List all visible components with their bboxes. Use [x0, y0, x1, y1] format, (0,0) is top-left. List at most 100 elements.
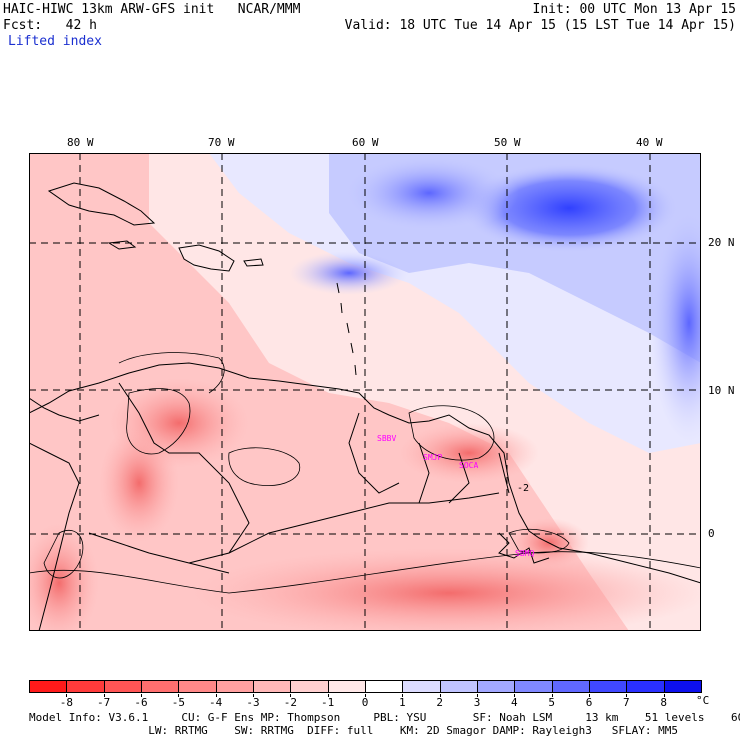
colorbar-swatch	[29, 680, 68, 693]
venezuela-guyana-border	[348, 412, 400, 494]
colorbar-swatch	[477, 680, 516, 693]
hispaniola-coast	[178, 244, 235, 272]
colorbar-tick-label: 5	[548, 696, 555, 709]
colorbar-swatch	[365, 680, 404, 693]
south-america-north-coast	[29, 362, 701, 584]
lifted-index-map: -2 SBBV SMJP SOCA SBMQ	[29, 153, 701, 631]
colorbar-tick	[626, 694, 628, 697]
contour-line	[118, 352, 225, 394]
lat-label-0: 0	[708, 527, 715, 540]
init-time: Init: 00 UTC Mon 13 Apr 15	[532, 2, 737, 17]
colorbar-tick	[551, 694, 553, 697]
colorbar-tick	[215, 694, 217, 697]
colorbar-swatch	[178, 680, 217, 693]
colorbar-tick	[663, 694, 665, 697]
central-america-coast	[29, 397, 100, 631]
colorbar-swatch	[327, 680, 366, 693]
model-title: HAIC-HIWC 13km ARW-GFS init NCAR/MMM	[3, 2, 301, 17]
colorbar-swatch	[141, 680, 180, 693]
colorbar-swatch	[663, 680, 702, 693]
colorbar-tick-label: -7	[97, 696, 111, 709]
colorbar-tick	[514, 694, 516, 697]
peru-ecuador-border	[88, 532, 230, 574]
colorbar-tick	[178, 694, 180, 697]
unstable-guianas	[399, 423, 539, 483]
colorbar-tick-label: -5	[171, 696, 185, 709]
lat-label-10n: 10 N	[708, 384, 735, 397]
unstable-amazon	[189, 548, 701, 631]
colorbar-swatch	[215, 680, 254, 693]
lesser-antilles	[336, 282, 357, 376]
stable-patch-north	[339, 153, 519, 233]
colorbar-tick-label: 0	[361, 696, 369, 709]
colorbar-swatch	[626, 680, 665, 693]
colorbar-tick-label: 3	[473, 696, 481, 709]
stable-patch-east	[649, 203, 701, 443]
lon-label-70w: 70 W	[208, 136, 235, 149]
colorbar-tick-label: -8	[59, 696, 73, 709]
contour-line	[508, 528, 570, 554]
contour-line	[29, 551, 701, 594]
colorbar-tick-label: 2	[436, 696, 443, 709]
stable-patch-atlantic	[289, 251, 409, 295]
station-smjp: SMJP	[423, 453, 442, 462]
colorbar-tick	[253, 694, 254, 697]
venezuela-colombia-border	[118, 382, 250, 564]
colorbar-tick-label: 8	[660, 696, 667, 709]
colorbar-tick-label: 6	[585, 696, 593, 709]
colorbar-tick	[290, 694, 292, 697]
colorbar-tick-label: -2	[283, 696, 297, 709]
contour-label: -2	[517, 483, 529, 494]
colorbar-tick-label: 4	[511, 696, 518, 709]
contour-line	[126, 388, 191, 455]
model-info: Model Info: V3.6.1 CU: G-F Ens MP: Thomp…	[29, 711, 740, 724]
colorbar-tick	[141, 694, 142, 697]
colorbar-tick-label: -6	[134, 696, 148, 709]
colorbar-tick	[439, 694, 441, 697]
lon-label-40w: 40 W	[636, 136, 663, 149]
brazil-interior-border	[228, 492, 500, 554]
valid-time: Valid: 18 UTC Tue 14 Apr 15 (15 LST Tue …	[344, 18, 736, 33]
lon-label-60w: 60 W	[352, 136, 379, 149]
colorbar-swatch	[402, 680, 441, 693]
cuba-coast	[47, 182, 156, 226]
colorbar-tick-label: 1	[399, 696, 406, 709]
lon-label-80w: 80 W	[67, 136, 94, 149]
field-name: Lifted index	[8, 34, 102, 49]
puerto-rico-coast	[243, 258, 264, 267]
colorbar-tick-label: -1	[321, 696, 335, 709]
station-sbmq: SBMQ	[515, 549, 534, 558]
colorbar-unit: °C	[696, 694, 710, 707]
colorbar-swatch	[290, 680, 329, 693]
colorbar-tick	[66, 694, 68, 697]
colorbar-swatch	[66, 680, 105, 693]
colorbar-tick-label: -4	[209, 696, 223, 709]
forecast-hour: Fcst: 42 h	[3, 18, 97, 33]
model-physics: LW: RRTMG SW: RRTMG DIFF: full KM: 2D Sm…	[29, 724, 679, 737]
unstable-colombia	[99, 423, 179, 543]
colorbar-tick-label: -3	[246, 696, 260, 709]
colorbar-swatch	[551, 680, 590, 693]
colorbar-tick	[589, 694, 590, 697]
contour-line	[43, 530, 84, 579]
colorbar-tick	[402, 694, 404, 697]
lat-label-20n: 20 N	[708, 236, 735, 249]
amazon-mouth-coast	[498, 532, 550, 564]
contour-line	[228, 447, 301, 486]
colorbar-tick	[477, 694, 478, 697]
station-soca: SOCA	[459, 461, 478, 470]
contour-line	[408, 405, 495, 461]
map-frame	[29, 153, 701, 631]
jamaica-coast	[107, 240, 137, 250]
colorbar-swatch	[589, 680, 628, 693]
colorbar-swatch	[439, 680, 478, 693]
colorbar-tick	[365, 694, 366, 697]
colorbar-swatch	[253, 680, 292, 693]
colorbar-tick	[103, 694, 105, 697]
guianas-borders	[418, 442, 510, 504]
station-sbbv: SBBV	[377, 434, 396, 443]
colorbar-swatch	[103, 680, 142, 693]
colorbar-tick-label: 7	[623, 696, 630, 709]
lon-label-50w: 50 W	[494, 136, 521, 149]
colorbar-tick	[327, 694, 329, 697]
